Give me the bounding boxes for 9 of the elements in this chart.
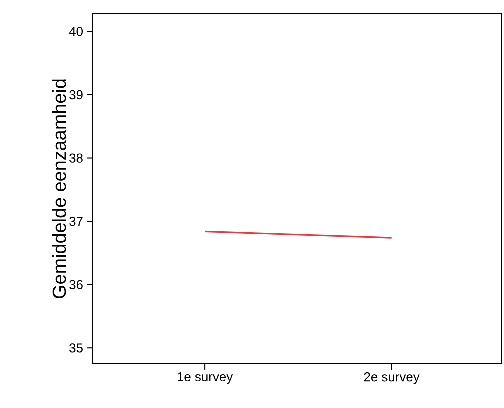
y-tick-label: 35: [70, 344, 83, 353]
x-tick-label: 1e survey: [178, 372, 234, 384]
y-tick-label: 36: [70, 280, 83, 290]
y-tick-label: 38: [70, 154, 83, 163]
y-tick-label: 37: [70, 217, 83, 226]
y-tick-label: 40: [69, 27, 83, 36]
y-tick-label: 39: [70, 90, 83, 100]
y-axis-title: Gemiddelde eenzaamheid: [52, 80, 66, 299]
x-tick-label: 2e survey: [364, 372, 420, 384]
